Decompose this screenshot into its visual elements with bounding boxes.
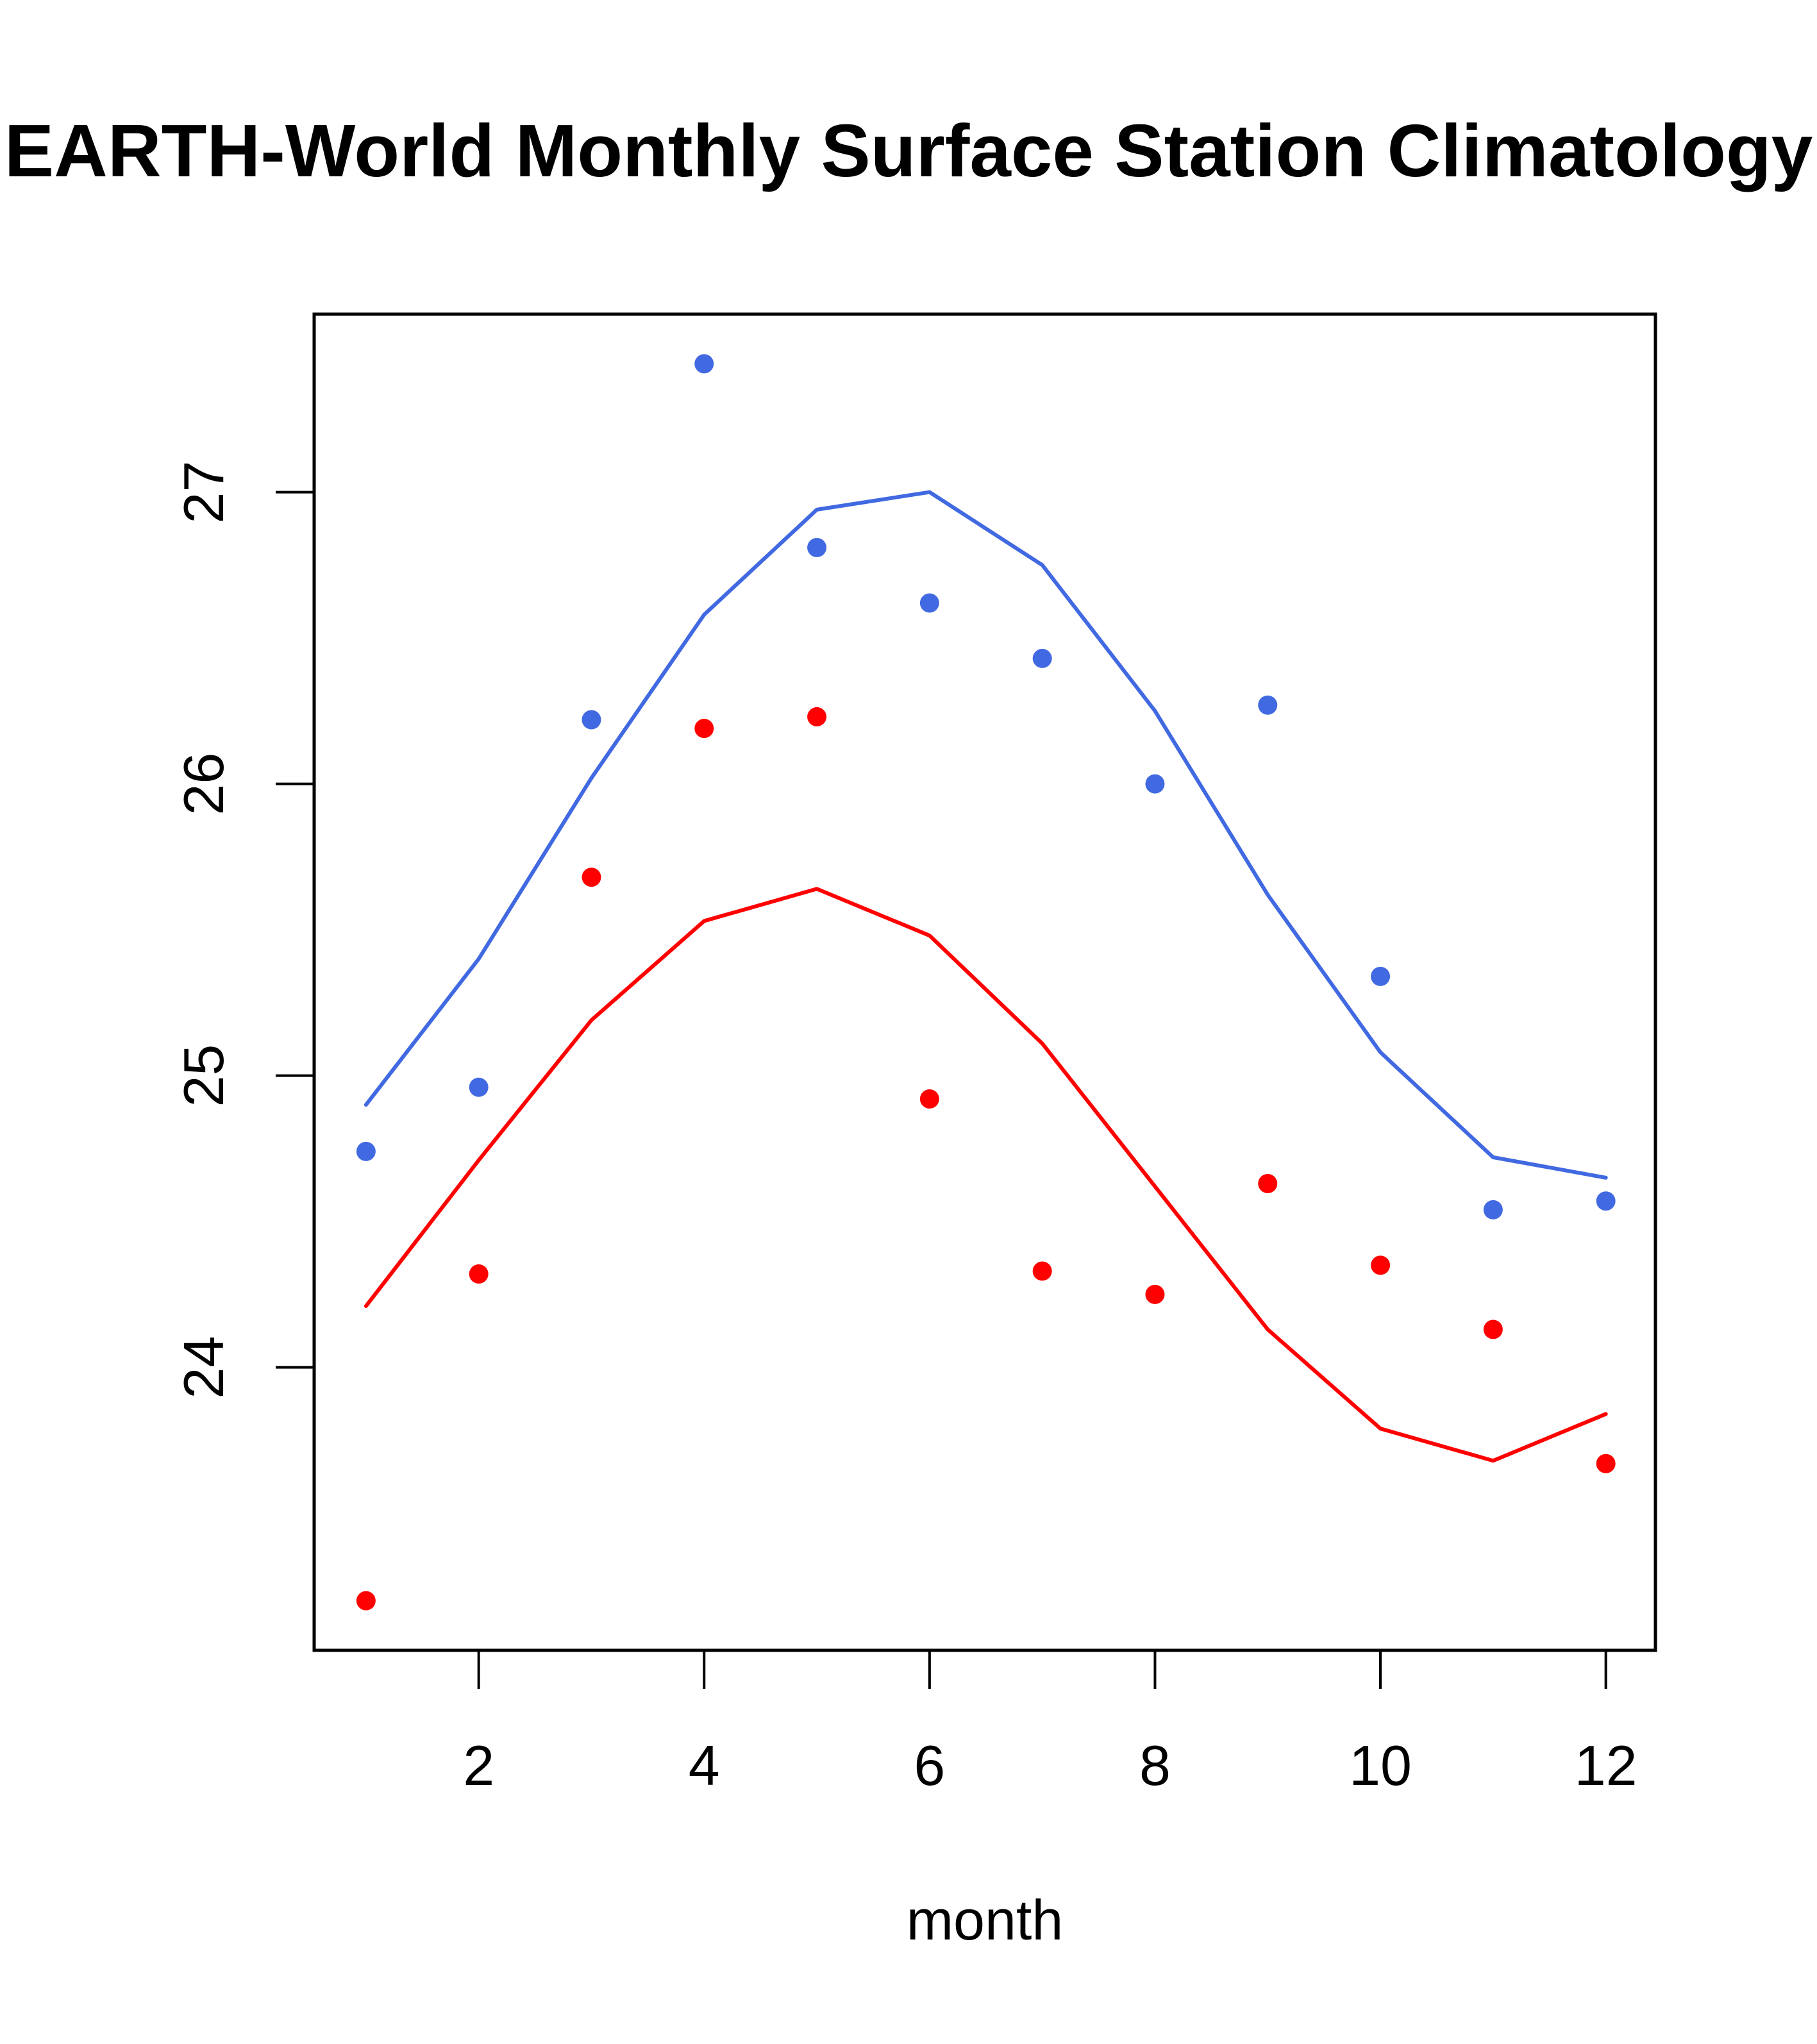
x-tick-label: 12 [1575, 1734, 1637, 1797]
y-tick-label: 27 [172, 461, 235, 524]
y-tick-label: 24 [172, 1336, 235, 1399]
x-tick-label: 6 [914, 1734, 945, 1797]
data-point [1145, 1284, 1165, 1304]
red-line [364, 887, 1608, 1463]
data-point [919, 1089, 939, 1109]
data-point [1483, 1200, 1503, 1219]
data-point [469, 1077, 489, 1097]
y-tick-label: 25 [172, 1044, 235, 1107]
x-axis: 2 4 6 8 10 12 [463, 1650, 1637, 1797]
data-point [1483, 1319, 1503, 1339]
data-point [469, 1264, 489, 1284]
blue-points [356, 354, 1616, 1219]
x-tick-label: 4 [689, 1734, 720, 1797]
data-point [1596, 1191, 1616, 1211]
data-point [919, 593, 939, 613]
series-layer [356, 354, 1616, 1611]
data-point [694, 719, 714, 739]
blue-line [364, 490, 1608, 1180]
y-tick-label: 26 [172, 753, 235, 816]
x-axis-label: month [907, 1888, 1064, 1952]
data-point [356, 1141, 376, 1161]
data-point [1371, 966, 1391, 986]
data-point [1145, 774, 1165, 794]
data-point [1371, 1255, 1391, 1275]
data-point [807, 707, 827, 726]
data-point [694, 354, 714, 374]
data-point [356, 1591, 376, 1611]
data-point [1258, 1173, 1278, 1193]
data-point [582, 710, 601, 730]
data-point [1032, 1261, 1052, 1281]
data-point [1596, 1453, 1616, 1473]
data-point [807, 538, 827, 558]
x-tick-label: 8 [1139, 1734, 1171, 1797]
chart-title: EARTH-World Monthly Surface Station Clim… [4, 109, 1813, 192]
plot-frame [312, 312, 1657, 1652]
data-point [1258, 695, 1278, 715]
x-tick-label: 10 [1349, 1734, 1412, 1797]
data-point [582, 867, 601, 887]
data-point [1032, 648, 1052, 668]
y-axis: 24 25 26 27 [172, 461, 314, 1399]
x-tick-label: 2 [463, 1734, 494, 1797]
red-points [356, 707, 1616, 1611]
